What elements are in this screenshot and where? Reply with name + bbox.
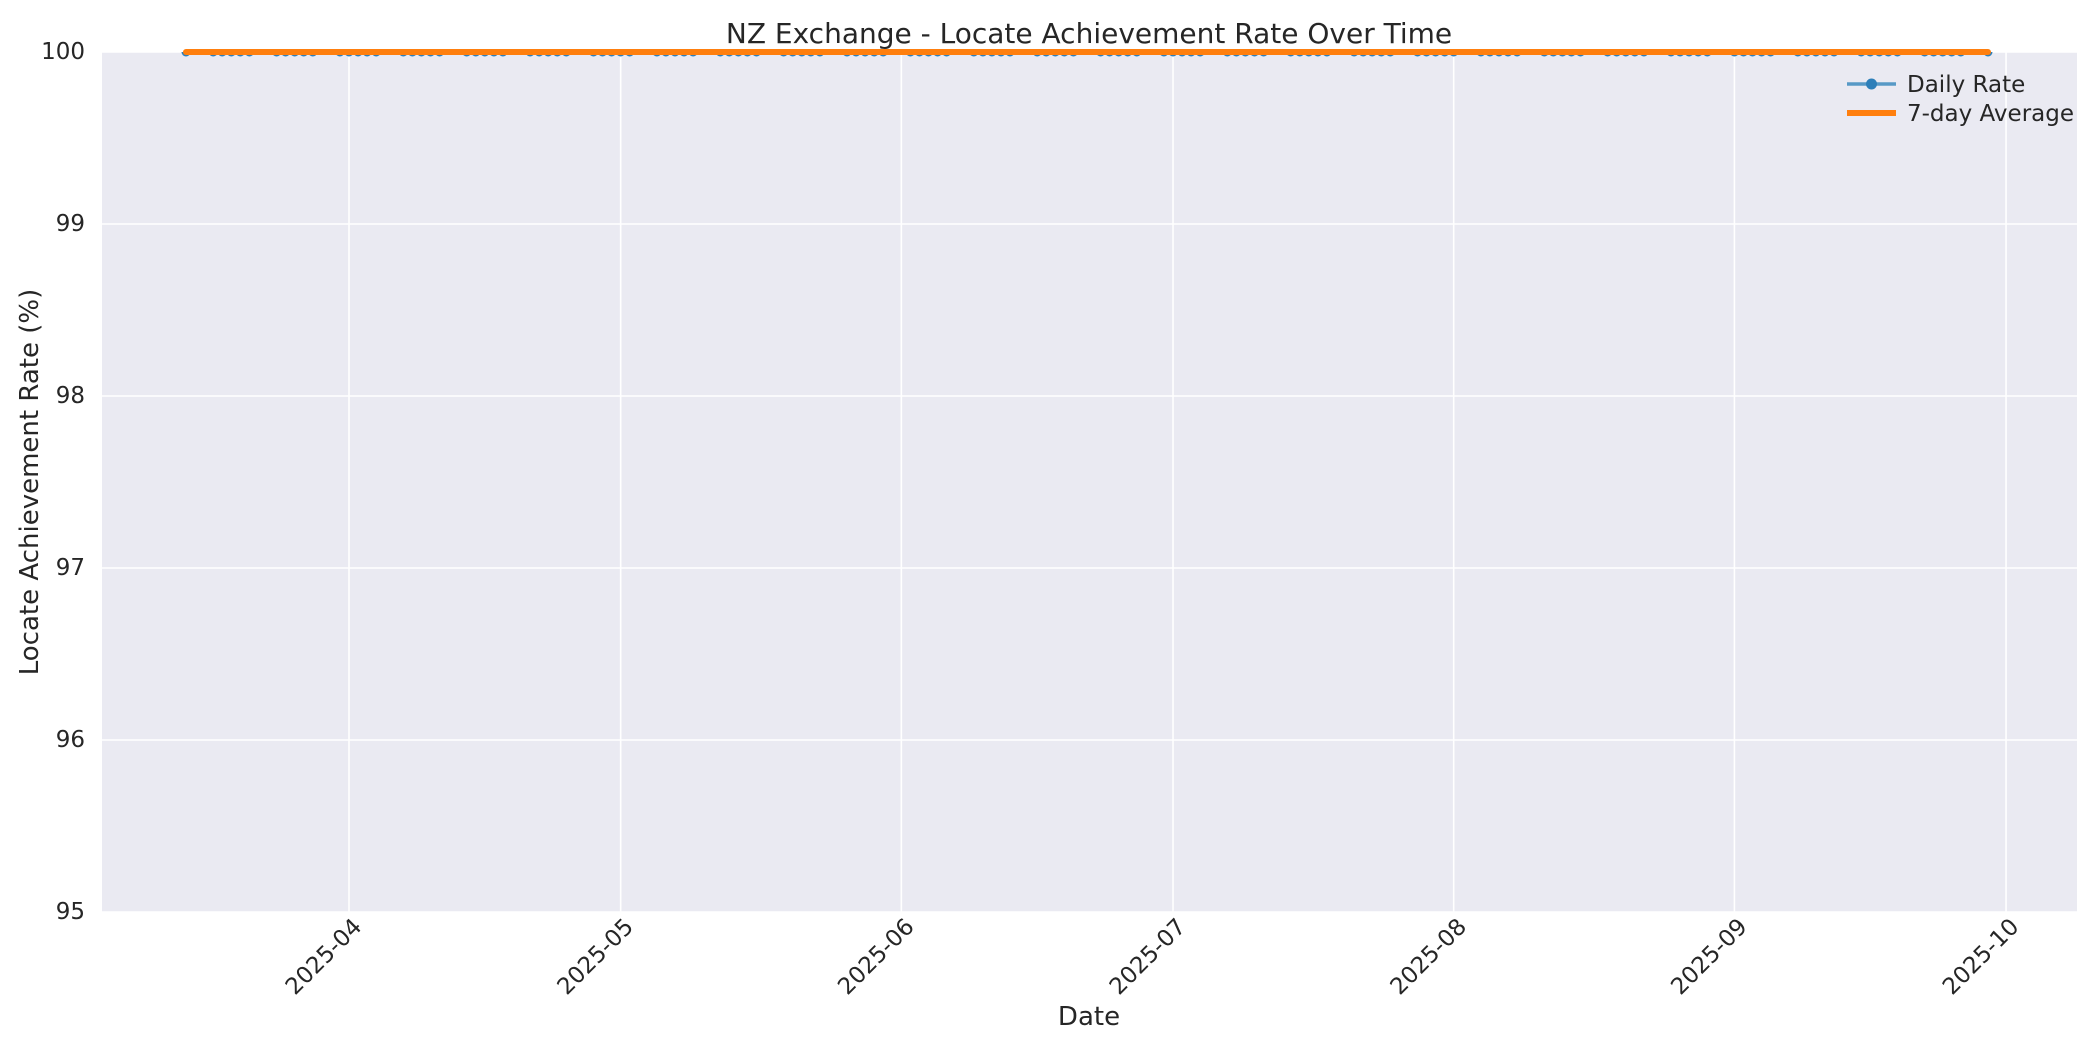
plot-area	[102, 52, 2077, 912]
daily-rate-legend-marker	[1866, 78, 1877, 90]
y-axis-tick-labels: 95 96 97 98 99 100	[41, 39, 85, 925]
chart-title: NZ Exchange - Locate Achievement Rate Ov…	[726, 17, 1452, 50]
x-tick-label: 2025-09	[1666, 914, 1752, 1000]
x-tick-label: 2025-08	[1386, 914, 1472, 1000]
y-tick-label: 95	[56, 899, 85, 925]
y-axis-label: Locate Achievement Rate (%)	[15, 289, 45, 675]
x-tick-label: 2025-10	[1938, 914, 2024, 1000]
y-tick-label: 96	[56, 727, 85, 753]
y-tick-label: 98	[56, 383, 85, 409]
y-tick-label: 97	[56, 555, 85, 581]
legend: Daily Rate 7-day Average	[1847, 72, 2074, 127]
y-tick-label: 99	[56, 211, 85, 237]
y-tick-label: 100	[41, 39, 85, 65]
x-tick-label: 2025-05	[553, 914, 639, 1000]
x-axis-label: Date	[1058, 1002, 1120, 1032]
x-tick-label: 2025-06	[833, 914, 919, 1000]
daily-rate-legend-label: Daily Rate	[1907, 72, 2025, 98]
seven-day-average-legend-label: 7-day Average	[1907, 101, 2074, 127]
x-axis-tick-labels: 2025-04 2025-05 2025-06 2025-07 2025-08 2025-…	[281, 914, 2024, 1000]
x-tick-label: 2025-04	[281, 914, 367, 1000]
x-tick-label: 2025-07	[1105, 914, 1191, 1000]
